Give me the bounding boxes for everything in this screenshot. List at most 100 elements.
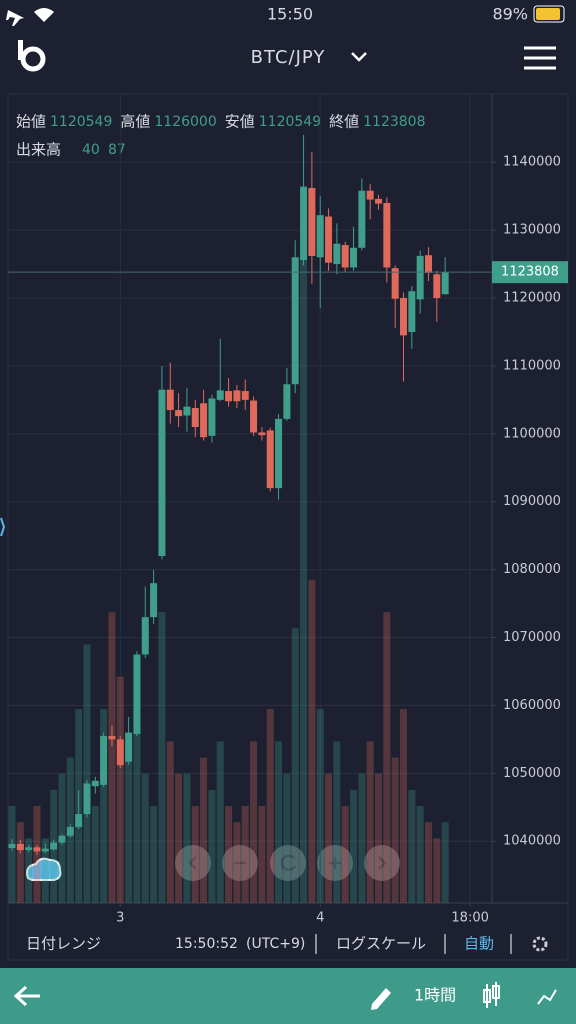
candle-body: [125, 732, 133, 762]
volume-bar: [441, 822, 449, 903]
volume-bar: [408, 789, 416, 903]
candle-body: [33, 847, 41, 852]
log-scale-button[interactable]: ログスケール: [336, 935, 426, 953]
battery-text: 89%: [492, 5, 528, 24]
date-range-button[interactable]: 日付レンジ: [26, 935, 101, 953]
wifi-icon: [34, 8, 54, 22]
back-button[interactable]: [13, 985, 40, 1007]
candle-body: [408, 291, 416, 332]
volume-bar: [166, 741, 174, 903]
timezone: (UTC+9): [246, 936, 305, 952]
candle-body: [141, 617, 149, 655]
candle-body: [83, 783, 91, 815]
candle-body: [433, 274, 441, 299]
scroll-right-button[interactable]: [364, 845, 400, 881]
info-value: 1126000: [154, 114, 216, 130]
candle-body: [350, 247, 358, 268]
side-handle[interactable]: [0, 517, 6, 537]
candle-body: [375, 198, 383, 204]
volume-bar: [125, 741, 133, 903]
indicator-button[interactable]: [537, 989, 557, 1005]
candle-body: [250, 400, 258, 433]
candle-body: [291, 257, 299, 385]
candle-body: [425, 255, 432, 273]
candle-body: [266, 430, 274, 489]
candle-body: [50, 842, 58, 850]
airplane-icon: [6, 10, 24, 26]
volume-bar: [200, 757, 208, 903]
volume-bar: [250, 741, 258, 903]
volume-bar: [241, 806, 249, 903]
chart-frame: [7, 93, 569, 961]
volume-bar: [158, 612, 166, 903]
candle-body: [150, 583, 158, 618]
y-tick-label: 1060000: [503, 698, 561, 713]
info-label: 終値: [329, 113, 359, 131]
candle-body: [325, 216, 333, 263]
volume-bar: [425, 822, 432, 903]
interval-button[interactable]: 1時間: [414, 986, 456, 1005]
candle-body: [183, 406, 191, 416]
info-label: 始値: [16, 113, 46, 131]
y-tick-label: 1140000: [503, 155, 561, 170]
volume-bar: [91, 806, 99, 903]
volume-bar: [225, 806, 233, 903]
candle-body: [25, 847, 33, 851]
volume-bar: [100, 709, 108, 903]
candle-body: [8, 843, 16, 849]
candle-body: [400, 298, 408, 336]
volume-bar: [391, 757, 399, 903]
auto-button[interactable]: 自動: [464, 935, 494, 953]
scroll-left-button[interactable]: [175, 845, 211, 881]
candle-body: [233, 390, 241, 402]
volume-bar: [16, 822, 24, 903]
y-tick-label: 1080000: [503, 562, 561, 577]
x-tick-label: 4: [316, 911, 324, 926]
dropdown-arrow[interactable]: [351, 52, 367, 62]
battery-level: [536, 8, 560, 20]
cloud-icon[interactable]: [26, 857, 62, 881]
volume-bar: [25, 838, 33, 903]
volume-bar: [433, 838, 441, 903]
y-tick-label: 1050000: [503, 766, 561, 781]
candle-body: [158, 389, 166, 557]
candle-body: [41, 848, 49, 852]
reset-button[interactable]: [270, 845, 306, 881]
candle-body: [58, 835, 66, 843]
info-value: 1123808: [363, 114, 425, 130]
candle-body: [200, 403, 208, 438]
menu-icon[interactable]: [524, 46, 556, 70]
settings-icon[interactable]: [532, 936, 548, 952]
nav-icons: [188, 854, 387, 871]
candle-body: [308, 188, 316, 256]
volume-bar: [341, 806, 349, 903]
x-tick-label: 3: [116, 911, 124, 926]
volume-bar: [83, 644, 91, 903]
pair-title[interactable]: BTC/JPY: [251, 47, 326, 68]
volume-bar: [350, 789, 358, 903]
volume-bar: [175, 773, 183, 903]
info-label: 安値: [225, 113, 255, 131]
chart-type-button[interactable]: [483, 982, 500, 1008]
volume-bar: [216, 741, 224, 903]
y-tick-label: 1070000: [503, 630, 561, 645]
volume-bar: [141, 773, 149, 903]
candle-body: [258, 432, 266, 436]
candle-body: [341, 245, 349, 268]
candle-body: [300, 186, 308, 260]
last-price-label: 1123808: [501, 265, 559, 280]
y-tick-label: 1120000: [503, 291, 561, 306]
status-time: 15:50: [267, 5, 313, 24]
info-value: 1120549: [259, 114, 321, 130]
volume-bar: [133, 709, 141, 903]
candle-body: [100, 735, 108, 785]
volume-bar: [283, 773, 291, 903]
candle-body: [241, 391, 249, 400]
volume-bar: [316, 709, 324, 903]
volume-bar: [41, 838, 49, 903]
candle-body: [383, 202, 391, 268]
draw-tool-button[interactable]: [371, 988, 391, 1010]
volume-bar: [116, 676, 124, 903]
